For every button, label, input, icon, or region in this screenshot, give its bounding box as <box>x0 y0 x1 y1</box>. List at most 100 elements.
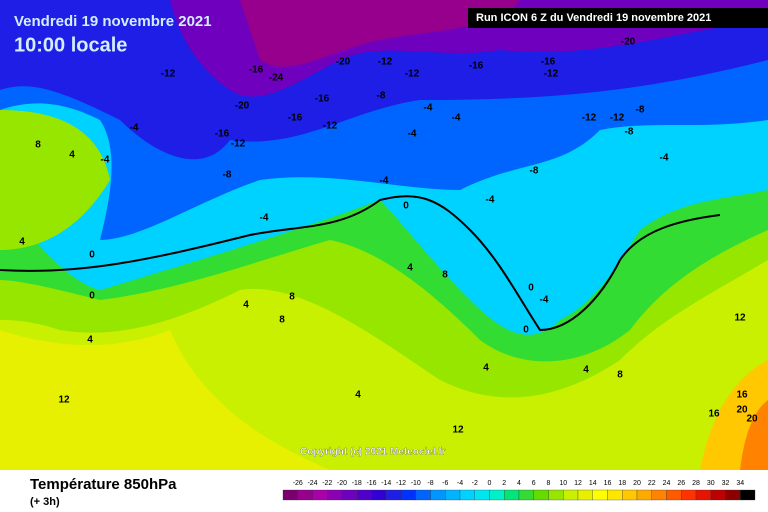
scale-label: -26 <box>293 480 303 487</box>
contour-label: -4 <box>486 195 495 206</box>
contour-label: -8 <box>223 170 232 181</box>
scale-box <box>548 489 564 501</box>
scale-label: -18 <box>352 480 362 487</box>
contour-label: -4 <box>260 213 269 224</box>
scale-box <box>695 489 711 501</box>
scale-label: 10 <box>559 480 567 487</box>
scale-box <box>710 489 726 501</box>
scale-label: 28 <box>692 480 700 487</box>
contour-label: -4 <box>408 129 417 140</box>
contour-label: 0 <box>523 325 529 336</box>
contour-label: -12 <box>405 69 420 80</box>
map: -12 -16-20-24-12-12-16 -16-12-20-8-16-12-1… <box>0 0 768 470</box>
mild-area <box>0 110 110 250</box>
scale-label: 20 <box>633 480 641 487</box>
scale-label: 32 <box>722 480 730 487</box>
contour-label: -16 <box>249 65 264 76</box>
run-box <box>468 8 768 28</box>
scale-label: -24 <box>307 480 317 487</box>
scale-label: 26 <box>677 480 685 487</box>
contour-label: -12 <box>610 113 625 124</box>
scale-label: -14 <box>381 480 391 487</box>
scale-box <box>592 489 608 501</box>
scale-box <box>459 489 475 501</box>
scale-box <box>415 489 431 501</box>
contour-label: -16 <box>469 61 484 72</box>
scale-box <box>297 489 313 501</box>
contour-label: 12 <box>58 395 70 406</box>
contour-label: -4 <box>540 295 549 306</box>
contour-label: -8 <box>530 166 539 177</box>
scale-label: 22 <box>648 480 656 487</box>
contour-label: -12 <box>161 69 176 80</box>
scale-label: 4 <box>517 480 521 487</box>
contour-label: -12 <box>323 121 338 132</box>
scale-label: -22 <box>322 480 332 487</box>
contour-label: -12 <box>231 139 246 150</box>
contour-label: 8 <box>442 270 448 281</box>
contour-label: -8 <box>636 105 645 116</box>
contour-label: 4 <box>355 390 361 401</box>
contour-label: -12 <box>582 113 597 124</box>
scale-box <box>282 489 298 501</box>
scale-label: -12 <box>396 480 406 487</box>
contour-label: 12 <box>734 313 746 324</box>
contour-label: 0 <box>89 291 95 302</box>
scale-label: -6 <box>442 480 448 487</box>
contour-label: -16 <box>315 94 330 105</box>
contour-labels: -12 -16-20-24-12-12-16 -16-12-20-8-16-12-1… <box>19 37 758 436</box>
contour-label: 20 <box>736 405 748 416</box>
contour-label: -16 <box>288 113 303 124</box>
scale-box <box>518 489 534 501</box>
contour-label: -4 <box>380 176 389 187</box>
scale-box <box>725 489 741 501</box>
contour-label: 4 <box>407 263 413 274</box>
scale-label: 14 <box>589 480 597 487</box>
date: Vendredi 19 novembre 2021 <box>14 13 212 30</box>
scale-label: -16 <box>366 480 376 487</box>
contour-label: -12 <box>378 57 393 68</box>
step: (+ 3h) <box>30 496 60 508</box>
scale-label: -4 <box>457 480 463 487</box>
warm-area <box>0 330 330 470</box>
contour-label: 4 <box>69 150 75 161</box>
color-scale: -26 -24 -22 -20 -18 -16 -14 -12 -10 -8 -6 -4 -2 0 2 4 6 8… <box>282 480 756 501</box>
copyright: Copyright (c) 2021 Meteociel.fr <box>300 447 446 458</box>
contour-label: -4 <box>101 155 110 166</box>
scale-box <box>533 489 549 501</box>
scale-box <box>430 489 446 501</box>
scale-box <box>341 489 357 501</box>
scale-box <box>740 489 756 501</box>
contour-label: 12 <box>452 425 464 436</box>
scale-label: 18 <box>618 480 626 487</box>
scale-label: -20 <box>337 480 347 487</box>
contour-label: 4 <box>19 237 25 248</box>
scale-label: 8 <box>547 480 551 487</box>
contour-label: -20 <box>336 57 351 68</box>
contour-label: -20 <box>235 101 250 112</box>
scale-box <box>312 489 328 501</box>
contour-label: 8 <box>35 140 41 151</box>
scale-label: -8 <box>427 480 433 487</box>
scale-box <box>489 489 505 501</box>
run-info: Run ICON 6 Z du Vendredi 19 novembre 202… <box>476 12 711 24</box>
contour-label: 0 <box>403 201 409 212</box>
contour-label: 4 <box>243 300 249 311</box>
scale-label: -10 <box>411 480 421 487</box>
scale-box <box>666 489 682 501</box>
contour-label: 8 <box>279 315 285 326</box>
scale-box <box>327 489 343 501</box>
scale-label: 34 <box>736 480 744 487</box>
contour-label: -8 <box>625 127 634 138</box>
scale-box <box>577 489 593 501</box>
contour-label: -4 <box>660 153 669 164</box>
contour-label: 16 <box>708 409 720 420</box>
scale-label: 24 <box>663 480 671 487</box>
hot-area <box>740 400 768 470</box>
zero-isotherm <box>0 195 721 332</box>
contour-label: 8 <box>617 370 623 381</box>
scale-label: 16 <box>604 480 612 487</box>
scale-box <box>504 489 520 501</box>
scale-box <box>651 489 667 501</box>
contour-label: -16 <box>215 129 230 140</box>
